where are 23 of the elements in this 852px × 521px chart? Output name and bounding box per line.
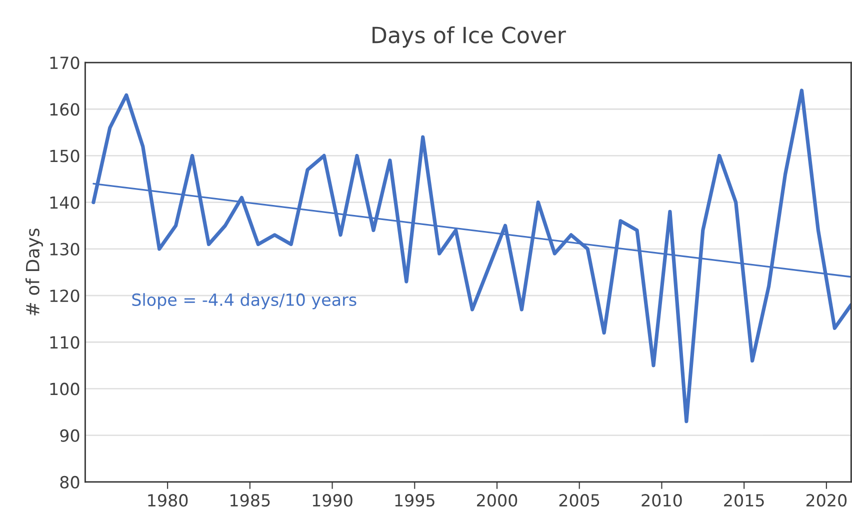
y-tick-label: 150 xyxy=(50,150,80,162)
x-tick-label: 2020 xyxy=(806,494,847,507)
x-tick-label: 2005 xyxy=(559,494,600,507)
x-tick-label: 2000 xyxy=(477,494,518,507)
y-tick-label: 100 xyxy=(50,382,80,396)
chart-title: Days of Ice Cover xyxy=(372,26,566,48)
y-tick-label: 130 xyxy=(50,242,80,256)
y-tick-label: 120 xyxy=(50,289,80,302)
y-tick-label: 170 xyxy=(50,56,80,70)
y-tick-label: 110 xyxy=(50,336,80,349)
x-tick-label: 1990 xyxy=(312,494,352,507)
x-tick-label: 1980 xyxy=(148,494,188,507)
y-tick-label: 90 xyxy=(60,429,80,442)
x-tick-label: 2010 xyxy=(642,494,682,507)
x-tick-label: 1995 xyxy=(395,494,434,507)
y-axis-title: # of Days xyxy=(25,228,43,316)
line-series xyxy=(92,88,852,424)
y-tick-label: 140 xyxy=(50,196,80,209)
x-tick-label: 1985 xyxy=(230,494,270,507)
y-tick-label: 80 xyxy=(60,476,80,488)
annotation: Slope = -4.4 days/10 years xyxy=(132,293,356,310)
y-tick-label: 160 xyxy=(50,103,80,116)
x-tick-label: 2015 xyxy=(724,494,764,507)
